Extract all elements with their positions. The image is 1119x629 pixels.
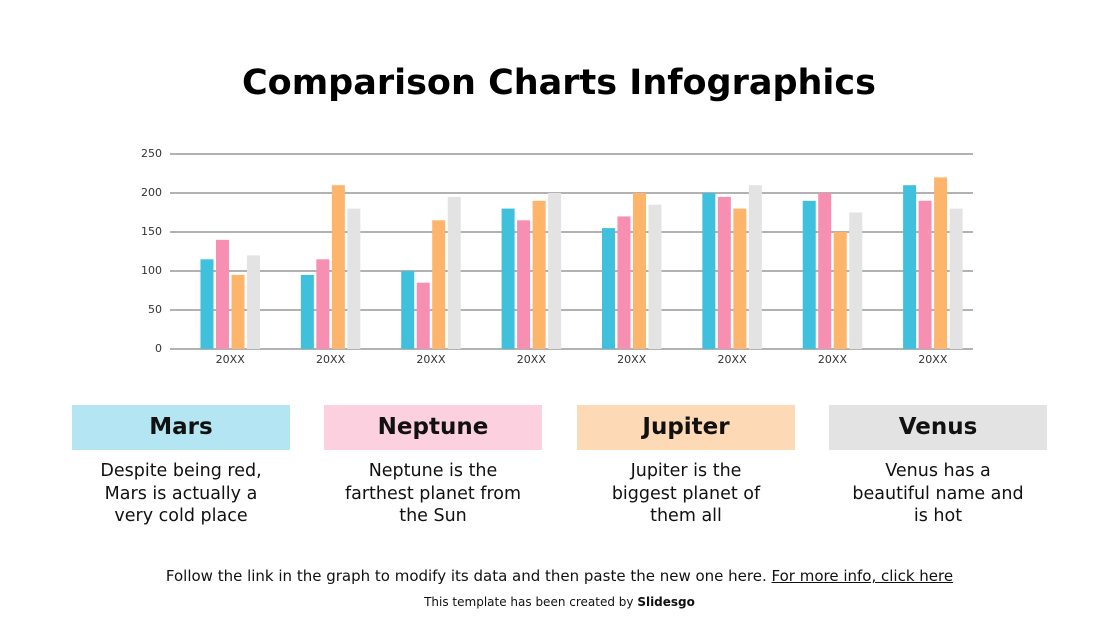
description-line: Jupiter is the [630, 461, 742, 481]
description-line: the Sun [399, 506, 467, 526]
bar [717, 196, 731, 349]
y-tick-label: 100 [141, 264, 162, 277]
footer-text: Follow the link in the graph to modify i… [165, 567, 767, 585]
bar [200, 259, 214, 349]
bar [300, 274, 314, 349]
y-tick-label: 150 [141, 225, 162, 238]
bar [316, 259, 330, 349]
x-tick-label: 20XX [617, 353, 647, 366]
card-title: Jupiter [577, 405, 795, 450]
bar [447, 196, 461, 349]
bar [648, 204, 662, 349]
bar [416, 282, 430, 349]
bar [949, 208, 963, 349]
chart-title: Comparison Charts Infographics [242, 63, 876, 103]
bar [501, 208, 515, 349]
y-tick-label: 200 [141, 186, 162, 199]
description-line: them all [650, 506, 722, 526]
card-description: Neptune is the farthest planet from the Su… [303, 460, 563, 528]
bar [632, 193, 646, 349]
footer-link[interactable]: For more info, click here [771, 567, 954, 585]
credit-line: This template has been created by Slides… [0, 595, 1119, 609]
description-line: very cold place [114, 506, 248, 526]
chart: Comparison Charts Infographics 0 50 100 150… [141, 63, 973, 366]
brand: Slidesgo [637, 595, 695, 609]
card-title: Neptune [324, 405, 542, 450]
bar [833, 232, 847, 349]
x-tick-label: 20XX [416, 353, 446, 366]
card-description: Jupiter is the biggest planet of them all [556, 460, 816, 528]
x-tick-label: 20XX [818, 353, 848, 366]
x-tick-label: 20XX [216, 353, 246, 366]
card-title: Venus [829, 405, 1047, 450]
bar [702, 193, 716, 349]
y-tick-label: 50 [148, 303, 162, 316]
bar [903, 185, 917, 349]
description-line: Mars is actually a [104, 483, 258, 504]
footer-line: Follow the link in the graph to modify i… [0, 567, 1119, 585]
x-tick-label: 20XX [517, 353, 547, 366]
card-description: Venus has a beautiful name and is hot [808, 460, 1068, 528]
bar [331, 185, 345, 349]
description-line: Despite being red, [100, 461, 262, 481]
x-tick-label: 20XX [718, 353, 748, 366]
bar [246, 255, 260, 349]
description-line: farthest planet from [344, 483, 522, 504]
bar [231, 274, 245, 349]
bar [617, 216, 631, 349]
description-line: beautiful name and [852, 483, 1024, 504]
bar [818, 193, 832, 349]
bar [748, 185, 762, 349]
card-description: Despite being red, Mars is actually a very… [51, 460, 311, 528]
x-tick-label: 20XX [918, 353, 948, 366]
bar [548, 193, 562, 349]
bar [347, 208, 361, 349]
bar [401, 271, 415, 349]
card-title: Mars [72, 405, 290, 450]
bar [532, 200, 546, 349]
bar [849, 212, 863, 349]
bar [601, 228, 615, 349]
description-line: biggest planet of [611, 483, 761, 504]
bar [918, 200, 932, 349]
y-tick-label: 250 [141, 147, 162, 160]
x-tick-label: 20XX [316, 353, 346, 366]
y-tick-label: 0 [155, 342, 162, 355]
bar [934, 177, 948, 349]
description-line: Venus has a [885, 461, 991, 481]
description-line: is hot [913, 506, 963, 526]
bar [517, 220, 531, 349]
bar [215, 239, 229, 349]
bar [432, 220, 446, 349]
bar [802, 200, 816, 349]
bar [733, 208, 747, 349]
credit-text: This template has been created by [424, 595, 634, 609]
description-line: Neptune is the [368, 461, 498, 481]
